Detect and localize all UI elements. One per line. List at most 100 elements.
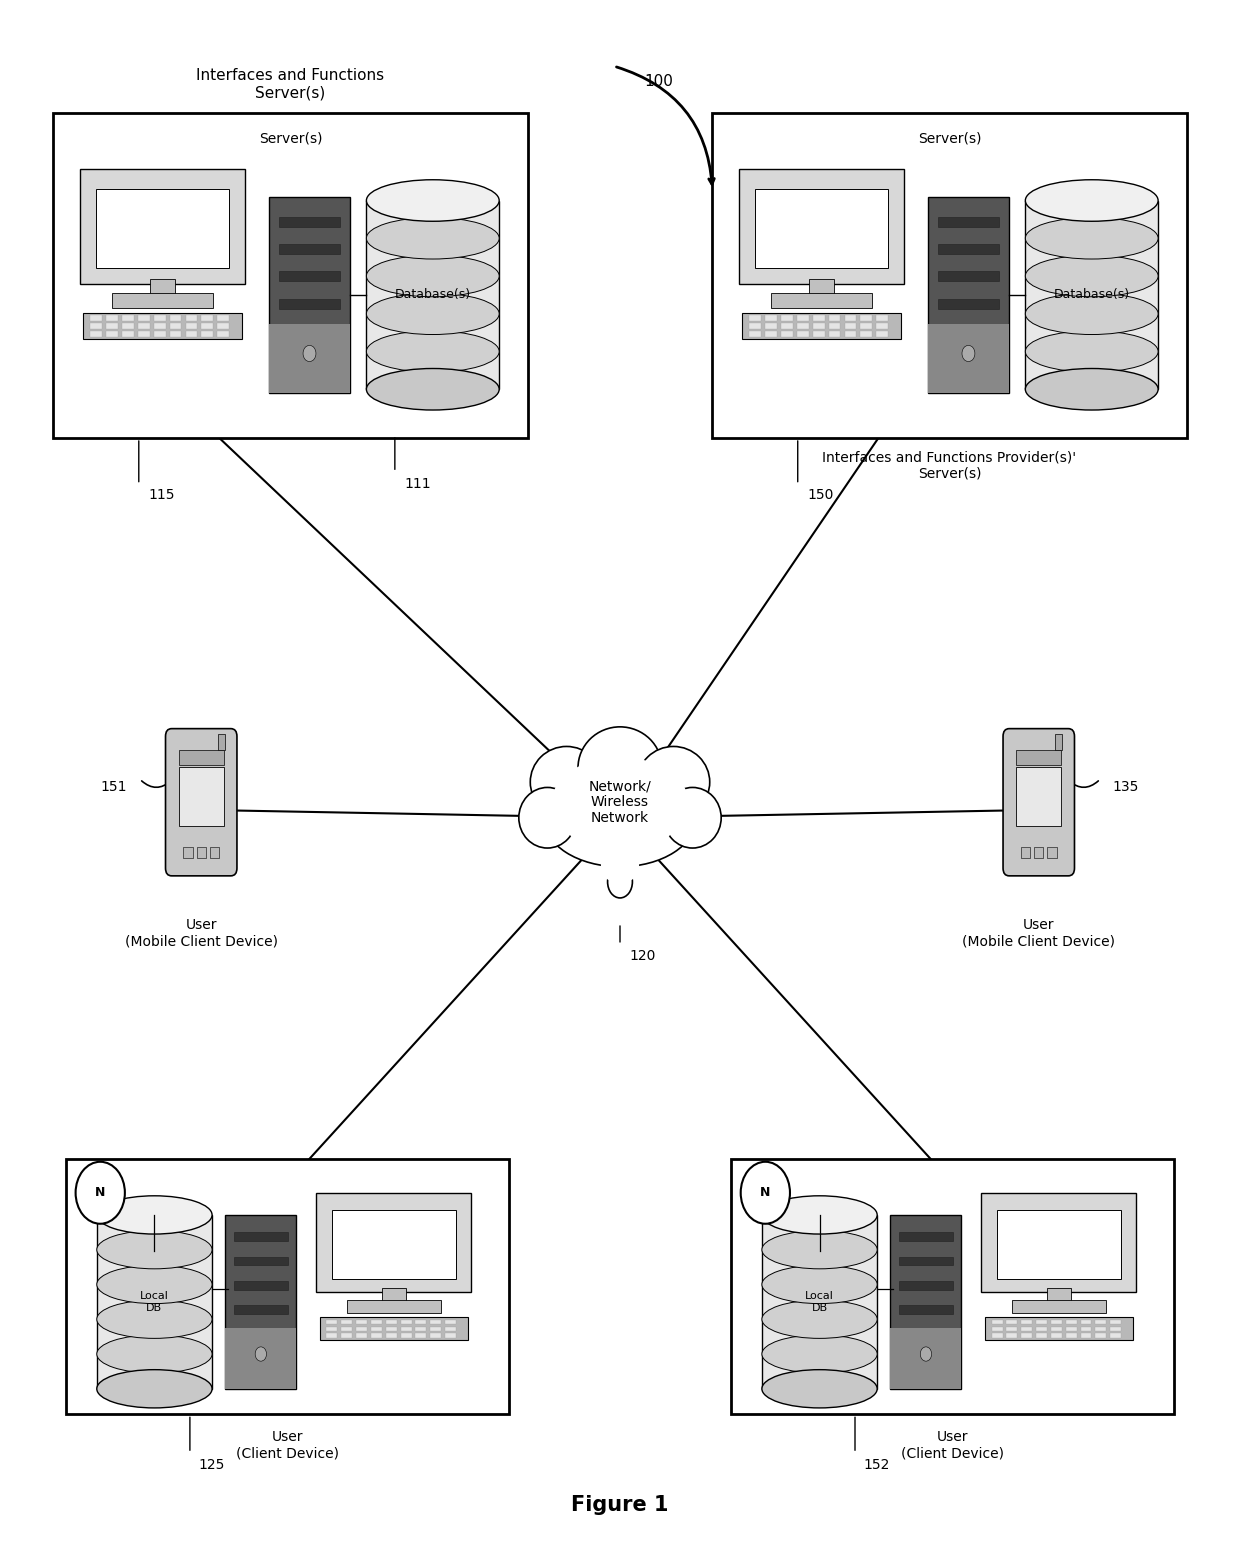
- Polygon shape: [97, 1215, 212, 1388]
- FancyBboxPatch shape: [1037, 1334, 1047, 1338]
- FancyBboxPatch shape: [992, 1334, 1002, 1338]
- FancyBboxPatch shape: [430, 1320, 441, 1324]
- FancyBboxPatch shape: [1034, 848, 1044, 857]
- FancyBboxPatch shape: [279, 245, 340, 254]
- FancyBboxPatch shape: [828, 324, 841, 329]
- FancyBboxPatch shape: [755, 189, 888, 268]
- Ellipse shape: [543, 768, 697, 866]
- FancyBboxPatch shape: [201, 315, 213, 321]
- FancyBboxPatch shape: [1022, 1334, 1032, 1338]
- FancyBboxPatch shape: [226, 1327, 296, 1388]
- FancyBboxPatch shape: [861, 324, 872, 329]
- FancyBboxPatch shape: [797, 315, 808, 321]
- Text: Figure 1: Figure 1: [572, 1496, 668, 1514]
- Text: Local
DB: Local DB: [805, 1292, 835, 1313]
- Text: 111: 111: [404, 477, 432, 491]
- Text: 151: 151: [100, 779, 128, 793]
- FancyBboxPatch shape: [415, 1334, 427, 1338]
- FancyBboxPatch shape: [331, 1211, 456, 1279]
- FancyBboxPatch shape: [749, 315, 761, 321]
- FancyBboxPatch shape: [730, 1159, 1174, 1415]
- FancyBboxPatch shape: [1012, 1299, 1106, 1313]
- FancyBboxPatch shape: [899, 1281, 952, 1290]
- FancyBboxPatch shape: [356, 1334, 367, 1338]
- FancyBboxPatch shape: [154, 324, 166, 329]
- FancyBboxPatch shape: [749, 332, 761, 337]
- Text: 150: 150: [807, 488, 833, 502]
- Text: Local
DB: Local DB: [140, 1292, 169, 1313]
- FancyBboxPatch shape: [150, 279, 175, 294]
- Ellipse shape: [366, 369, 500, 410]
- FancyBboxPatch shape: [1065, 1320, 1076, 1324]
- Ellipse shape: [761, 1335, 877, 1373]
- FancyBboxPatch shape: [53, 112, 528, 438]
- FancyBboxPatch shape: [316, 1192, 471, 1292]
- Text: Server(s): Server(s): [918, 131, 981, 145]
- Ellipse shape: [97, 1299, 212, 1338]
- FancyBboxPatch shape: [985, 1317, 1133, 1340]
- Ellipse shape: [366, 330, 500, 372]
- FancyBboxPatch shape: [877, 315, 888, 321]
- FancyBboxPatch shape: [341, 1326, 352, 1332]
- FancyBboxPatch shape: [1095, 1320, 1106, 1324]
- FancyBboxPatch shape: [218, 734, 224, 749]
- FancyBboxPatch shape: [997, 1211, 1121, 1279]
- Circle shape: [962, 346, 975, 361]
- Polygon shape: [761, 1215, 877, 1388]
- Text: Database(s): Database(s): [394, 288, 471, 301]
- FancyBboxPatch shape: [1110, 1334, 1121, 1338]
- Ellipse shape: [761, 1369, 877, 1408]
- Ellipse shape: [1025, 330, 1158, 372]
- FancyBboxPatch shape: [1065, 1326, 1076, 1332]
- Ellipse shape: [1025, 256, 1158, 296]
- Ellipse shape: [637, 746, 709, 818]
- FancyBboxPatch shape: [1047, 1288, 1071, 1302]
- Text: 100: 100: [645, 75, 673, 89]
- FancyBboxPatch shape: [186, 324, 197, 329]
- FancyBboxPatch shape: [1095, 1334, 1106, 1338]
- FancyBboxPatch shape: [445, 1334, 456, 1338]
- FancyBboxPatch shape: [170, 332, 181, 337]
- FancyBboxPatch shape: [269, 324, 350, 393]
- FancyBboxPatch shape: [401, 1326, 412, 1332]
- FancyBboxPatch shape: [445, 1320, 456, 1324]
- FancyBboxPatch shape: [844, 324, 856, 329]
- Ellipse shape: [761, 1265, 877, 1304]
- FancyBboxPatch shape: [812, 315, 825, 321]
- FancyBboxPatch shape: [861, 332, 872, 337]
- Text: 120: 120: [630, 949, 656, 963]
- FancyBboxPatch shape: [445, 1326, 456, 1332]
- Ellipse shape: [1025, 369, 1158, 410]
- FancyBboxPatch shape: [797, 324, 808, 329]
- FancyBboxPatch shape: [386, 1326, 397, 1332]
- Ellipse shape: [366, 179, 500, 221]
- Circle shape: [740, 1162, 790, 1223]
- FancyBboxPatch shape: [95, 189, 229, 268]
- FancyBboxPatch shape: [382, 1288, 405, 1302]
- Circle shape: [920, 1346, 931, 1362]
- FancyBboxPatch shape: [430, 1334, 441, 1338]
- FancyBboxPatch shape: [899, 1257, 952, 1265]
- FancyBboxPatch shape: [937, 217, 999, 226]
- FancyBboxPatch shape: [1065, 1334, 1076, 1338]
- Text: Network/
Wireless
Network: Network/ Wireless Network: [589, 779, 651, 826]
- FancyBboxPatch shape: [210, 848, 219, 857]
- FancyBboxPatch shape: [1021, 848, 1030, 857]
- FancyBboxPatch shape: [226, 1215, 296, 1388]
- Text: 115: 115: [149, 488, 175, 502]
- FancyBboxPatch shape: [279, 271, 340, 280]
- Ellipse shape: [1025, 293, 1158, 335]
- FancyBboxPatch shape: [201, 332, 213, 337]
- Text: User
(Mobile Client Device): User (Mobile Client Device): [962, 919, 1115, 949]
- Ellipse shape: [97, 1197, 212, 1234]
- FancyBboxPatch shape: [66, 1159, 510, 1415]
- Ellipse shape: [97, 1369, 212, 1408]
- Ellipse shape: [761, 1197, 877, 1234]
- FancyBboxPatch shape: [981, 1192, 1137, 1292]
- FancyBboxPatch shape: [356, 1326, 367, 1332]
- Text: 125: 125: [198, 1458, 226, 1472]
- Circle shape: [303, 346, 316, 361]
- Ellipse shape: [97, 1231, 212, 1268]
- FancyBboxPatch shape: [341, 1334, 352, 1338]
- FancyBboxPatch shape: [1022, 1320, 1032, 1324]
